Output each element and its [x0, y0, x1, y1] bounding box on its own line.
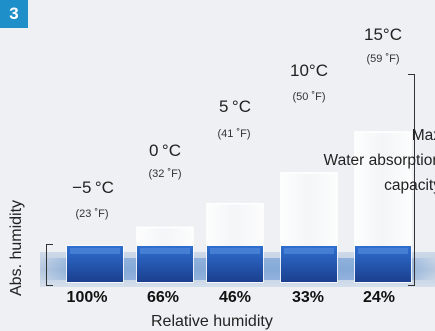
water-highlight-2 — [140, 248, 190, 254]
temp-c-label-5: 15°C — [364, 25, 402, 44]
water-highlight-3 — [210, 248, 260, 254]
abs-humidity-bracket — [46, 244, 53, 286]
rel-humidity-value-3: 46% — [218, 289, 252, 306]
temp-f-label-2: (32 ˚F) — [148, 168, 182, 180]
water-highlight-5 — [358, 248, 408, 254]
max-capacity-label-line-3: capacity — [384, 177, 435, 194]
figure-number-badge: 3 — [0, 0, 28, 28]
temp-c-label-4: 10°C — [290, 61, 328, 80]
max-capacity-bracket — [408, 74, 415, 286]
rel-humidity-value-5: 24% — [362, 289, 396, 306]
rel-humidity-value-1: 100% — [66, 289, 108, 306]
y-axis-label: Abs. humidity — [8, 199, 25, 296]
max-capacity-label-line-2: Water absorption — [323, 152, 435, 169]
x-axis-label: Relative humidity — [151, 313, 273, 330]
rel-humidity-value-2: 66% — [146, 289, 180, 306]
rel-humidity-value-4: 33% — [291, 289, 325, 306]
temp-c-label-1: −5 °C — [72, 178, 114, 197]
temp-f-label-4: (50 ˚F) — [292, 91, 326, 103]
water-highlight-4 — [284, 248, 334, 254]
temp-f-label-5: (59 ˚F) — [366, 53, 400, 65]
temp-c-label-3: 5 °C — [219, 97, 251, 116]
water-highlight-1 — [70, 248, 120, 254]
max-capacity-label-line-1: Max — [411, 127, 435, 144]
temp-f-label-3: (41 ˚F) — [217, 128, 251, 140]
temp-c-label-2: 0 °C — [149, 141, 181, 160]
temp-f-label-1: (23 ˚F) — [75, 208, 109, 220]
